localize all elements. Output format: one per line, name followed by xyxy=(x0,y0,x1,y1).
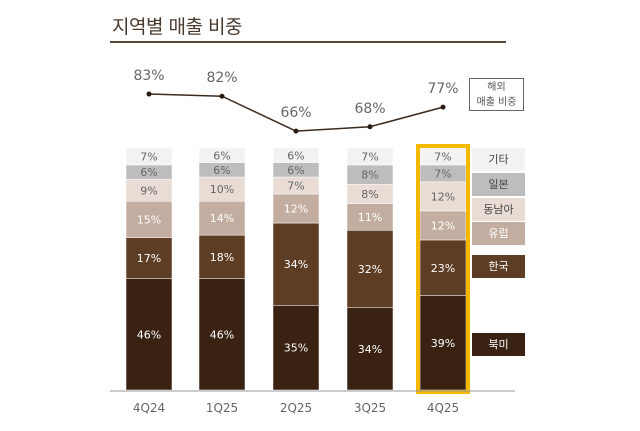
bar-value-label: 7% xyxy=(434,167,451,180)
bar-value-label: 14% xyxy=(210,212,234,225)
bar-segment xyxy=(272,193,320,224)
bar-value-label: 23% xyxy=(431,262,455,275)
bar-value-label: 10% xyxy=(210,183,234,196)
bar-segment xyxy=(346,307,394,391)
highlight-box xyxy=(416,144,470,394)
bar-value-label: 9% xyxy=(140,184,157,197)
line-value-label: 82% xyxy=(206,70,237,86)
bar-segment xyxy=(419,239,467,296)
bar-value-label: 8% xyxy=(361,169,378,182)
bar-value-label: 7% xyxy=(287,180,304,193)
bar-segment xyxy=(272,147,320,163)
bar-segment xyxy=(346,147,394,166)
bar-value-label: 8% xyxy=(361,188,378,201)
bar-value-label: 18% xyxy=(210,251,234,264)
line-point xyxy=(219,93,225,99)
bar-value-label: 34% xyxy=(358,343,382,356)
line-value-label: 77% xyxy=(427,81,458,97)
bar-segment xyxy=(198,234,246,279)
bar-value-label: 32% xyxy=(358,263,382,276)
overseas-label-line1: 해외 xyxy=(487,82,506,93)
legend-item: 동남아 xyxy=(472,198,525,221)
title-underline xyxy=(110,41,506,43)
bar-value-label: 35% xyxy=(284,342,308,355)
overseas-ratio-label: 해외 매출 비중 xyxy=(469,78,524,111)
bar-segment xyxy=(198,278,246,391)
x-tick-label: 4Q25 xyxy=(427,401,459,415)
line-point xyxy=(293,128,299,134)
bar-value-label: 12% xyxy=(431,219,455,232)
bar-value-label: 6% xyxy=(287,164,304,177)
bar-segment xyxy=(198,147,246,163)
bar-value-label: 12% xyxy=(284,203,308,216)
bar-segment xyxy=(419,181,467,212)
line-value-label: 68% xyxy=(354,101,385,117)
legend-item: 한국 xyxy=(472,255,525,278)
bar-segment xyxy=(272,222,320,306)
bar-segment xyxy=(125,147,173,166)
bar-value-label: 6% xyxy=(287,149,304,162)
bar-value-label: 46% xyxy=(210,328,234,341)
x-tick-label: 2Q25 xyxy=(280,401,312,415)
bar-value-label: 7% xyxy=(434,150,451,163)
bar-segment xyxy=(346,203,394,231)
bar-segment xyxy=(125,278,173,391)
x-tick-label: 1Q25 xyxy=(206,401,238,415)
x-tick-label: 4Q24 xyxy=(133,401,165,415)
bar-value-label: 7% xyxy=(140,150,157,163)
line-value-label: 83% xyxy=(133,68,164,84)
legend-item: 유럽 xyxy=(472,222,525,245)
bar-value-label: 34% xyxy=(284,258,308,271)
bar-value-label: 12% xyxy=(431,190,455,203)
bar-value-label: 15% xyxy=(137,213,161,226)
legend-item: 기타 xyxy=(472,148,525,171)
bar-segment xyxy=(272,305,320,391)
bar-value-label: 17% xyxy=(137,252,161,265)
legend-item: 북미 xyxy=(472,333,525,356)
line-point xyxy=(367,124,373,130)
bar-value-label: 39% xyxy=(431,337,455,350)
line-point xyxy=(440,104,446,110)
bar-segment xyxy=(125,200,173,238)
x-tick-label: 3Q25 xyxy=(354,401,386,415)
bar-value-label: 6% xyxy=(213,149,230,162)
line-value-label: 66% xyxy=(280,105,311,121)
legend-item: 일본 xyxy=(472,173,525,196)
overseas-label-line2: 매출 비중 xyxy=(476,97,517,108)
bar-value-label: 46% xyxy=(137,328,161,341)
chart-title: 지역별 매출 비중 xyxy=(112,16,242,38)
bar-value-label: 11% xyxy=(358,211,382,224)
bar-segment xyxy=(346,230,394,308)
bar-value-label: 6% xyxy=(140,166,157,179)
line-point xyxy=(146,91,152,97)
bar-value-label: 6% xyxy=(213,164,230,177)
bar-value-label: 7% xyxy=(361,150,378,163)
